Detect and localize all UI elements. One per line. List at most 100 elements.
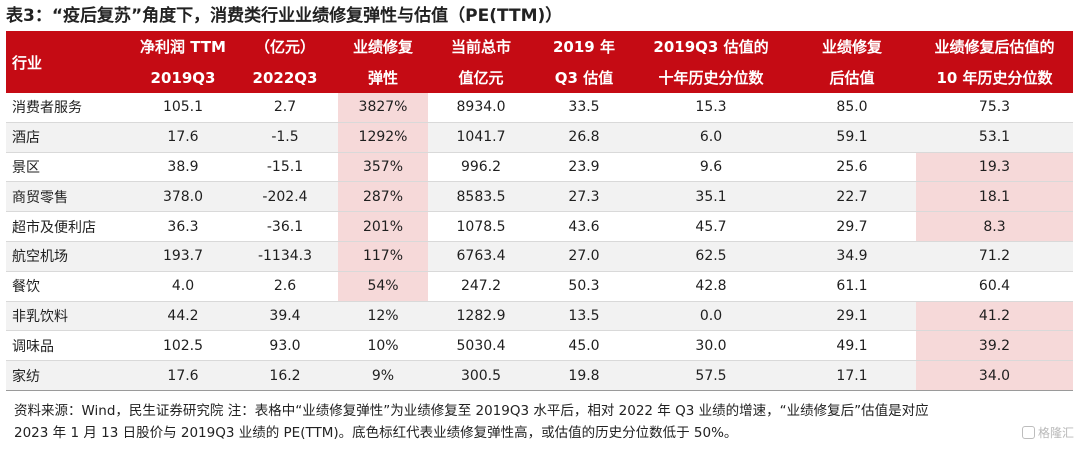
table-row: 非乳饮料 44.2 39.4 12% 1282.9 13.5 0.0 29.1 41.2 (6, 301, 1073, 332)
industry-name-cell: 调味品 (6, 330, 134, 362)
table-title: 表3：“疫后复苏”角度下，消费类行业业绩修复弹性与估值（PE(TTM)） (6, 6, 563, 26)
industry-name-cell: 非乳饮料 (6, 301, 134, 332)
table-cell: 44.2 (134, 301, 232, 332)
table-cell: 201% (338, 211, 428, 242)
table-cell: 17.6 (134, 360, 232, 391)
table-cell: 8583.5 (428, 181, 534, 213)
table-cell: 29.7 (788, 211, 916, 242)
table-cell: 33.5 (534, 93, 634, 123)
table-cell: 30.0 (634, 330, 788, 362)
table-cell: 39.2 (916, 330, 1073, 362)
table-cell: 60.4 (916, 271, 1073, 302)
source-note: 资料来源：Wind，民生证券研究院 注：表格中“业绩修复弹性”为业绩修复至 20… (14, 400, 1074, 444)
header-elasticity-2: 弹性 (338, 62, 428, 93)
header-market-cap-2: 值亿元 (428, 62, 534, 93)
table-cell: 9.6 (634, 152, 788, 183)
table-cell: 85.0 (788, 93, 916, 123)
table-cell: 34.9 (788, 241, 916, 272)
table-cell: -1.5 (232, 122, 338, 153)
table-cell: 34.0 (916, 360, 1073, 391)
table-cell: 5030.4 (428, 330, 534, 362)
table-cell: 41.2 (916, 301, 1073, 332)
table-cell: 6763.4 (428, 241, 534, 272)
header-net-profit: 净利润 TTM (134, 31, 232, 62)
table-cell: 996.2 (428, 152, 534, 183)
table-cell: 193.7 (134, 241, 232, 272)
table-cell: 62.5 (634, 241, 788, 272)
header-row-2: 2019Q3 2022Q3 弹性 值亿元 Q3 估值 十年历史分位数 后估值 1… (6, 62, 1073, 93)
header-market-cap: 当前总市 (428, 31, 534, 62)
note-line-1: 资料来源：Wind，民生证券研究院 注：表格中“业绩修复弹性”为业绩修复至 20… (14, 403, 929, 419)
table-row: 消费者服务 105.1 2.7 3827% 8934.0 33.5 15.3 85.0 75.3 (6, 93, 1073, 123)
valuation-table: 行业 净利润 TTM （亿元） 业绩修复 当前总市 2019 年 2019Q3 … (6, 31, 1073, 391)
table-cell: 17.6 (134, 122, 232, 153)
table-cell: -36.1 (232, 211, 338, 242)
table-cell: 1282.9 (428, 301, 534, 332)
table-cell: 45.7 (634, 211, 788, 242)
table-cell: -1134.3 (232, 241, 338, 272)
table-row: 家纺 17.6 16.2 9% 300.5 19.8 57.5 17.1 34.0 (6, 360, 1073, 391)
industry-name-cell: 消费者服务 (6, 93, 134, 123)
table-cell: 42.8 (634, 271, 788, 302)
table-cell: 45.0 (534, 330, 634, 362)
table-cell: 8.3 (916, 211, 1073, 242)
table-row: 调味品 102.5 93.0 10% 5030.4 45.0 30.0 49.1 39.2 (6, 330, 1073, 362)
table-cell: 9% (338, 360, 428, 391)
table-cell: 4.0 (134, 271, 232, 302)
table-cell: 23.9 (534, 152, 634, 183)
header-industry: 行业 (6, 31, 134, 93)
table-cell: 59.1 (788, 122, 916, 153)
industry-name-cell: 景区 (6, 152, 134, 183)
table-cell: 13.5 (534, 301, 634, 332)
header-post-percentile-2: 10 年历史分位数 (916, 62, 1073, 93)
table-cell: 50.3 (534, 271, 634, 302)
table-row: 航空机场 193.7 -1134.3 117% 6763.4 27.0 62.5 34.9 71… (6, 241, 1073, 272)
table-cell: 35.1 (634, 181, 788, 213)
header-percentile-2: 十年历史分位数 (634, 62, 788, 93)
table-cell: 16.2 (232, 360, 338, 391)
industry-name-cell: 酒店 (6, 122, 134, 153)
table-cell: 19.3 (916, 152, 1073, 183)
table-cell: 17.1 (788, 360, 916, 391)
table-cell: 1292% (338, 122, 428, 153)
table-cell: 54% (338, 271, 428, 302)
table-cell: 18.1 (916, 181, 1073, 213)
watermark: 格隆汇 (1021, 424, 1074, 441)
table-cell: 12% (338, 301, 428, 332)
table-cell: -15.1 (232, 152, 338, 183)
table-cell: 57.5 (634, 360, 788, 391)
header-post-pe-2: 后估值 (788, 62, 916, 93)
table-cell: 105.1 (134, 93, 232, 123)
table-cell: 61.1 (788, 271, 916, 302)
watermark-text: 格隆汇 (1037, 426, 1074, 440)
table-row: 餐饮 4.0 2.6 54% 247.2 50.3 42.8 61.1 60.4 (6, 271, 1073, 302)
table-cell: 1078.5 (428, 211, 534, 242)
table-cell: 287% (338, 181, 428, 213)
table-cell: 25.6 (788, 152, 916, 183)
header-row-1: 行业 净利润 TTM （亿元） 业绩修复 当前总市 2019 年 2019Q3 … (6, 31, 1073, 93)
table-cell: 22.7 (788, 181, 916, 213)
table-cell: 10% (338, 330, 428, 362)
table-cell: 8934.0 (428, 93, 534, 123)
table-cell: 71.2 (916, 241, 1073, 272)
table-cell: 117% (338, 241, 428, 272)
table-cell: 357% (338, 152, 428, 183)
table-cell: 378.0 (134, 181, 232, 213)
table-body: 消费者服务 105.1 2.7 3827% 8934.0 33.5 15.3 85.0 75.3… (6, 93, 1073, 391)
table-cell: 38.9 (134, 152, 232, 183)
table-cell: 36.3 (134, 211, 232, 242)
table-cell: -202.4 (232, 181, 338, 213)
table-cell: 15.3 (634, 93, 788, 123)
header-2019q3-percentile: 2019Q3 估值的 (634, 31, 788, 62)
table-cell: 19.8 (534, 360, 634, 391)
header-unit: （亿元） (232, 31, 338, 62)
header-q3-pe-2: Q3 估值 (534, 62, 634, 93)
table-cell: 39.4 (232, 301, 338, 332)
table-cell: 49.1 (788, 330, 916, 362)
table-row: 超市及便利店 36.3 -36.1 201% 1078.5 43.6 45.7 29.7 8.3 (6, 211, 1073, 242)
table-cell: 1041.7 (428, 122, 534, 153)
header-post-recovery-pe: 业绩修复 (788, 31, 916, 62)
table-row: 酒店 17.6 -1.5 1292% 1041.7 26.8 6.0 59.1 53.1 (6, 122, 1073, 153)
table-cell: 2.7 (232, 93, 338, 123)
